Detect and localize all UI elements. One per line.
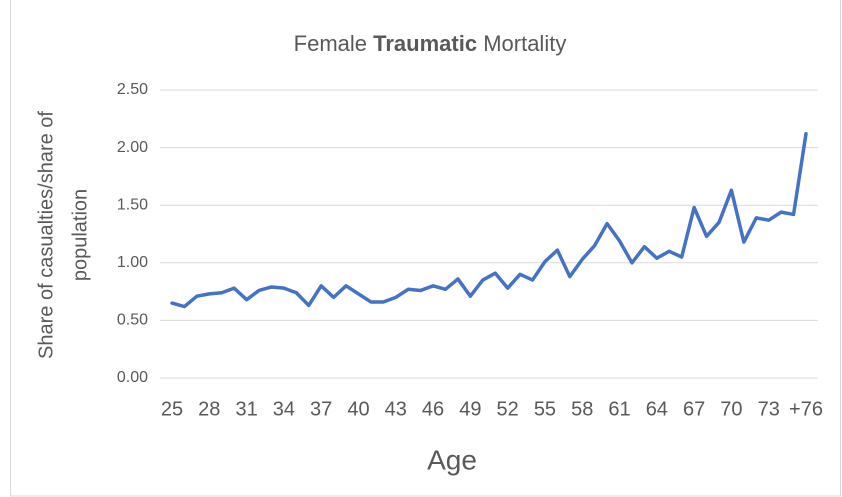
x-tick-label: 67 (683, 398, 705, 420)
x-tick-label: 73 (758, 398, 780, 420)
title-part: Female (294, 31, 373, 56)
x-tick-label: 43 (385, 398, 407, 420)
y-axis-label: Share of casualties/share of (35, 111, 57, 359)
y-tick-label: 0.50 (117, 312, 148, 329)
chart-frame (10, 0, 841, 497)
y-tick-label: 1.00 (117, 254, 148, 271)
y-tick-label: 0.00 (117, 369, 148, 386)
x-tick-label: 34 (273, 398, 295, 420)
title-part: Mortality (477, 31, 566, 56)
title-part: Traumatic (373, 31, 477, 56)
x-tick-label: 28 (198, 398, 220, 420)
chart-title: Female Traumatic Mortality (294, 31, 567, 56)
x-tick-label: 25 (161, 398, 183, 420)
x-tick-label: 64 (646, 398, 668, 420)
x-tick-label: 70 (720, 398, 742, 420)
x-tick-label: 40 (347, 398, 369, 420)
y-tick-label: 2.50 (117, 81, 148, 98)
y-axis-label: population (69, 189, 91, 281)
x-tick-label: 37 (310, 398, 332, 420)
data-line (170, 132, 808, 309)
y-tick-label: 1.50 (117, 196, 148, 213)
x-tick-label: 52 (497, 398, 519, 420)
x-tick-label: 61 (608, 398, 630, 420)
x-tick-label: 55 (534, 398, 556, 420)
y-tick-label: 2.00 (117, 139, 148, 156)
x-axis-label: Age (427, 444, 477, 475)
x-tick-label: +76 (789, 398, 823, 420)
x-tick-label: 49 (459, 398, 481, 420)
x-tick-label: 58 (571, 398, 593, 420)
x-tick-label: 46 (422, 398, 444, 420)
x-tick-label: 31 (235, 398, 257, 420)
